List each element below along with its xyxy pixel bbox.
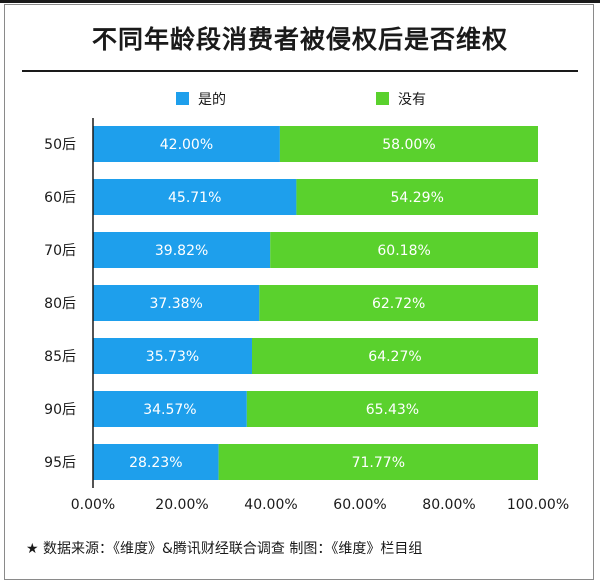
bar-segment-2: [218, 444, 538, 480]
chart-frame: [4, 4, 594, 580]
bar-value-label: 28.23%: [129, 455, 182, 471]
bar-value-label: 42.00%: [160, 137, 213, 153]
category-label: 90后: [44, 402, 76, 418]
category-label: 60后: [44, 190, 76, 206]
legend-swatch-2: [376, 92, 389, 105]
bar-segment-1: [93, 285, 260, 321]
bar-segment-1: [93, 126, 280, 162]
x-tick-label: 80.00%: [422, 497, 475, 513]
legend-swatch-1: [176, 92, 189, 105]
bar-value-label: 58.00%: [382, 137, 435, 153]
bar-segment-1: [93, 179, 297, 215]
category-label: 85后: [44, 349, 76, 365]
source-note: ★ 数据来源：《维度》&腾讯财经联合调查 制图：《维度》栏目组: [26, 541, 423, 557]
bar-segment-1: [93, 338, 252, 374]
bar-value-label: 37.38%: [149, 296, 202, 312]
bar-segment-1: [93, 232, 271, 268]
x-tick-label: 20.00%: [155, 497, 208, 513]
bar-segment-1: [93, 444, 219, 480]
bar-value-label: 60.18%: [377, 243, 430, 259]
x-tick-label: 0.00%: [71, 497, 115, 513]
bar-segment-2: [246, 391, 539, 427]
category-label: 50后: [44, 137, 76, 153]
bar-segment-2: [259, 285, 538, 321]
title-divider: [22, 70, 578, 72]
x-tick-label: 40.00%: [244, 497, 297, 513]
bar-value-label: 45.71%: [168, 190, 221, 206]
bar-value-label: 34.57%: [143, 402, 196, 418]
chart-title: 不同年龄段消费者被侵权后是否维权: [91, 25, 508, 54]
x-tick-label: 100.00%: [507, 497, 569, 513]
bar-value-label: 35.73%: [146, 349, 199, 365]
category-label: 95后: [44, 455, 76, 471]
bar-segment-2: [270, 232, 538, 268]
bar-segment-2: [296, 179, 538, 215]
top-accent-bar: [0, 0, 600, 3]
bar-segment-1: [93, 391, 247, 427]
bar-value-label: 71.77%: [352, 455, 405, 471]
bar-value-label: 54.29%: [391, 190, 444, 206]
legend-label-2: 没有: [398, 92, 426, 108]
x-tick-label: 60.00%: [333, 497, 386, 513]
bar-segment-2: [251, 338, 538, 374]
category-label: 70后: [44, 243, 76, 259]
bar-segment-2: [279, 126, 538, 162]
bar-value-label: 62.72%: [372, 296, 425, 312]
bar-value-label: 65.43%: [366, 402, 419, 418]
legend-label-1: 是的: [198, 92, 226, 108]
bar-value-label: 39.82%: [155, 243, 208, 259]
bar-value-label: 64.27%: [368, 349, 421, 365]
category-label: 80后: [44, 296, 76, 312]
